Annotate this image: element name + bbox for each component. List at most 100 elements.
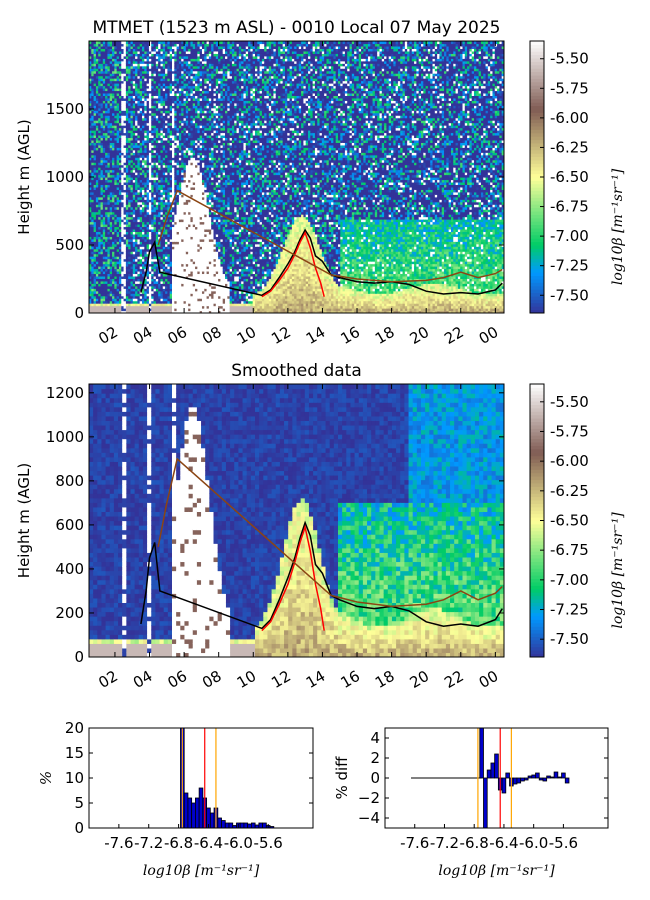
histogram-bar [217, 817, 222, 828]
colorbar-step [530, 435, 544, 440]
colorbar-step [530, 568, 544, 573]
y-tick-label: 10 [65, 769, 84, 787]
x-tick-label: 20 [407, 323, 433, 348]
x-tick-label: -5.6 [549, 834, 578, 852]
y-tick-label: 15 [65, 744, 84, 762]
colorbar: -5.50 -5.75 -6.00 -6.25 -6.50 -6.75 -7.00 -7.25… [529, 383, 626, 658]
colorbar-step [530, 126, 544, 130]
x-tick-label: 22 [441, 667, 467, 692]
y-tick-label: 400 [55, 560, 84, 578]
y-tick-label: 1500 [46, 100, 84, 118]
histogram-bar [564, 777, 570, 784]
colorbar-step [530, 500, 544, 504]
colorbar-step [530, 571, 544, 576]
colorbar-step [530, 520, 544, 525]
colorbar-step [530, 517, 544, 521]
histogram-bar [183, 792, 189, 828]
x-tick-label: 16 [337, 667, 363, 692]
colorbar-step [530, 217, 544, 222]
colorbar-step [530, 95, 544, 100]
colorbar-step [530, 139, 544, 144]
colorbar-step [530, 170, 544, 175]
colorbar-step [530, 544, 544, 549]
colorbar-step [530, 255, 544, 260]
histogram-bar [490, 762, 496, 779]
colorbar-step [530, 122, 544, 127]
colorbar-step [530, 153, 544, 158]
colorbar-step [530, 482, 544, 487]
series-line-1 [140, 228, 503, 297]
colorbar-step [530, 166, 544, 171]
plot-frame [88, 383, 505, 658]
histogram-bar [194, 797, 200, 828]
colorbar-step [530, 598, 544, 603]
colorbar-step [530, 609, 544, 614]
colorbar-step [530, 299, 544, 304]
colorbar-step [530, 306, 544, 311]
colorbar-step [530, 540, 544, 545]
x-tick-label: -7.2 [134, 834, 163, 852]
colorbar-step [530, 88, 544, 93]
colorbar-step [530, 115, 544, 120]
y-tick-label: 0 [74, 304, 84, 322]
colorbar-step [530, 643, 544, 648]
colorbar-step [530, 282, 544, 287]
colorbar-step [530, 421, 544, 426]
series-line-3 [157, 457, 503, 608]
colorbar-step [530, 248, 544, 253]
colorbar-tick-label: -5.50 [550, 50, 589, 68]
histogram-bar [486, 769, 492, 779]
colorbar-step [530, 292, 544, 297]
histogram-bar [187, 797, 193, 828]
x-tick-label: 08 [199, 323, 225, 348]
colorbar-step [530, 575, 544, 580]
colorbar-step [530, 47, 544, 52]
histogram-bar [209, 812, 215, 828]
colorbar-step [530, 653, 544, 658]
colorbar-step [530, 238, 544, 243]
y-tick-label: 1200 [46, 384, 84, 402]
colorbar-tick-label: -6.50 [550, 168, 589, 186]
colorbar-step [530, 459, 544, 463]
colorbar-step [530, 602, 544, 607]
x-tick-label: -6.4 [194, 834, 223, 852]
y-tick-label: 600 [55, 516, 84, 534]
panel-title: MTMET (1523 m ASL) - 0010 Local 07 May 2… [93, 18, 501, 38]
colorbar-step [530, 265, 544, 270]
colorbar-step [530, 510, 544, 515]
colorbar-step [530, 187, 544, 192]
colorbar-tick-label: -6.25 [550, 138, 589, 156]
colorbar-step [530, 68, 544, 73]
x-tick-label: 12 [268, 323, 294, 348]
colorbar-step [530, 442, 544, 446]
y-tick-label: 4 [370, 729, 380, 747]
backscatter-field [89, 41, 504, 313]
y-tick-label: 200 [55, 604, 84, 622]
series-line-2 [261, 524, 325, 632]
histogram-panel-3: 0 5 10 15 20 -7.6 -7.2 -6.8 -6.4 -6.0 -5.6 log10β [… [37, 719, 314, 879]
histogram-bar [191, 802, 196, 828]
histogram-bar [520, 777, 525, 782]
x-axis-label: log10β [m⁻¹sr⁻¹] [438, 863, 555, 879]
series-line-2 [261, 230, 325, 298]
colorbar-step [530, 407, 544, 412]
colorbar-step [530, 404, 544, 409]
x-tick-label: -6.8 [164, 834, 193, 852]
backscatter-field [89, 384, 504, 657]
x-tick-label: -6.0 [224, 834, 253, 852]
x-tick-label: 18 [372, 667, 398, 692]
y-tick-label: −2 [358, 789, 380, 807]
colorbar-step [530, 102, 544, 107]
y-tick-label: −4 [358, 809, 380, 827]
x-tick-label: 14 [303, 323, 329, 348]
histogram-bar [542, 777, 548, 782]
colorbar-step [530, 194, 544, 198]
colorbar-step [530, 275, 544, 280]
colorbar-step [530, 616, 544, 620]
colorbar-step [530, 384, 544, 388]
series-line-1 [140, 520, 503, 630]
colorbar-step [530, 619, 544, 624]
x-tick-label: 02 [95, 323, 121, 348]
x-tick-label: 18 [372, 323, 398, 348]
colorbar-step [530, 496, 544, 501]
